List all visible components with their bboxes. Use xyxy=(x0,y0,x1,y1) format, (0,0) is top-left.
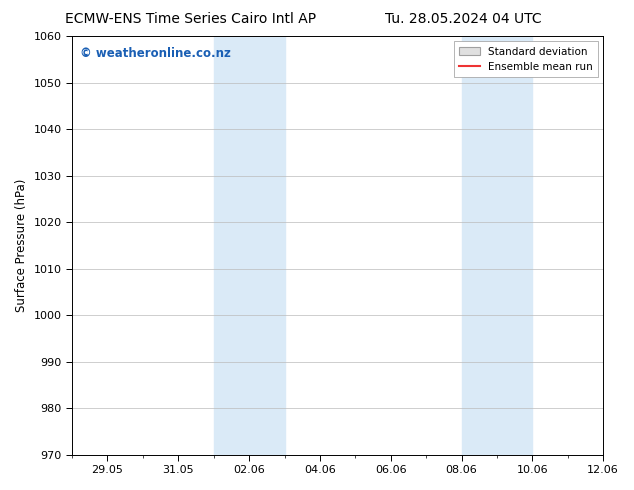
Text: Tu. 28.05.2024 04 UTC: Tu. 28.05.2024 04 UTC xyxy=(384,12,541,26)
Legend: Standard deviation, Ensemble mean run: Standard deviation, Ensemble mean run xyxy=(453,41,598,77)
Text: © weatheronline.co.nz: © weatheronline.co.nz xyxy=(80,47,231,60)
Bar xyxy=(214,36,285,455)
Bar xyxy=(462,36,533,455)
Y-axis label: Surface Pressure (hPa): Surface Pressure (hPa) xyxy=(15,179,28,312)
Text: ECMW-ENS Time Series Cairo Intl AP: ECMW-ENS Time Series Cairo Intl AP xyxy=(65,12,316,26)
